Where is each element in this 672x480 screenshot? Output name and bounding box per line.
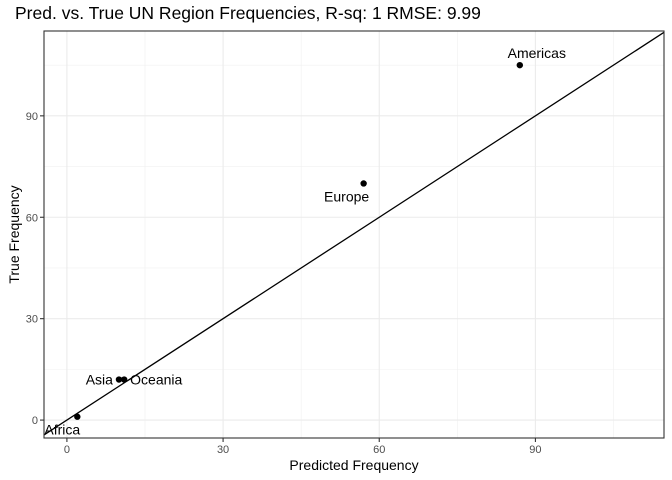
y-axis-label: True Frequency — [6, 185, 22, 283]
point-label: Europe — [324, 188, 369, 204]
data-point — [74, 413, 81, 420]
point-label: Asia — [86, 372, 113, 388]
x-tick-label: 90 — [529, 444, 541, 456]
x-tick-label: 60 — [373, 444, 385, 456]
y-tick-label: 60 — [26, 212, 38, 224]
x-tick-label: 30 — [217, 444, 229, 456]
data-point — [360, 180, 367, 187]
x-axis-label: Predicted Frequency — [289, 457, 418, 473]
y-tick-label: 90 — [26, 111, 38, 123]
data-point — [120, 376, 128, 383]
points-group — [74, 61, 524, 420]
plot-border — [43, 30, 665, 439]
data-point — [115, 376, 123, 383]
x-axis: 0 30 60 90 — [64, 438, 542, 456]
point-label: Africa — [44, 422, 80, 438]
chart-title: Pred. vs. True UN Region Frequencies, R-… — [15, 3, 481, 23]
point-label: Oceania — [130, 372, 182, 388]
data-point — [516, 61, 524, 69]
y-tick-label: 30 — [26, 314, 38, 326]
minor-grid — [44, 31, 664, 438]
reference-line-group — [43, 31, 665, 436]
point-labels-group: Americas Europe Asia Oceania Africa — [44, 45, 566, 438]
y-tick-label: 0 — [32, 415, 38, 427]
x-tick-label: 0 — [64, 444, 70, 456]
identity-line — [43, 31, 665, 436]
major-grid — [44, 31, 664, 438]
y-axis: 0 30 60 90 — [26, 111, 44, 427]
point-label: Americas — [508, 45, 566, 61]
